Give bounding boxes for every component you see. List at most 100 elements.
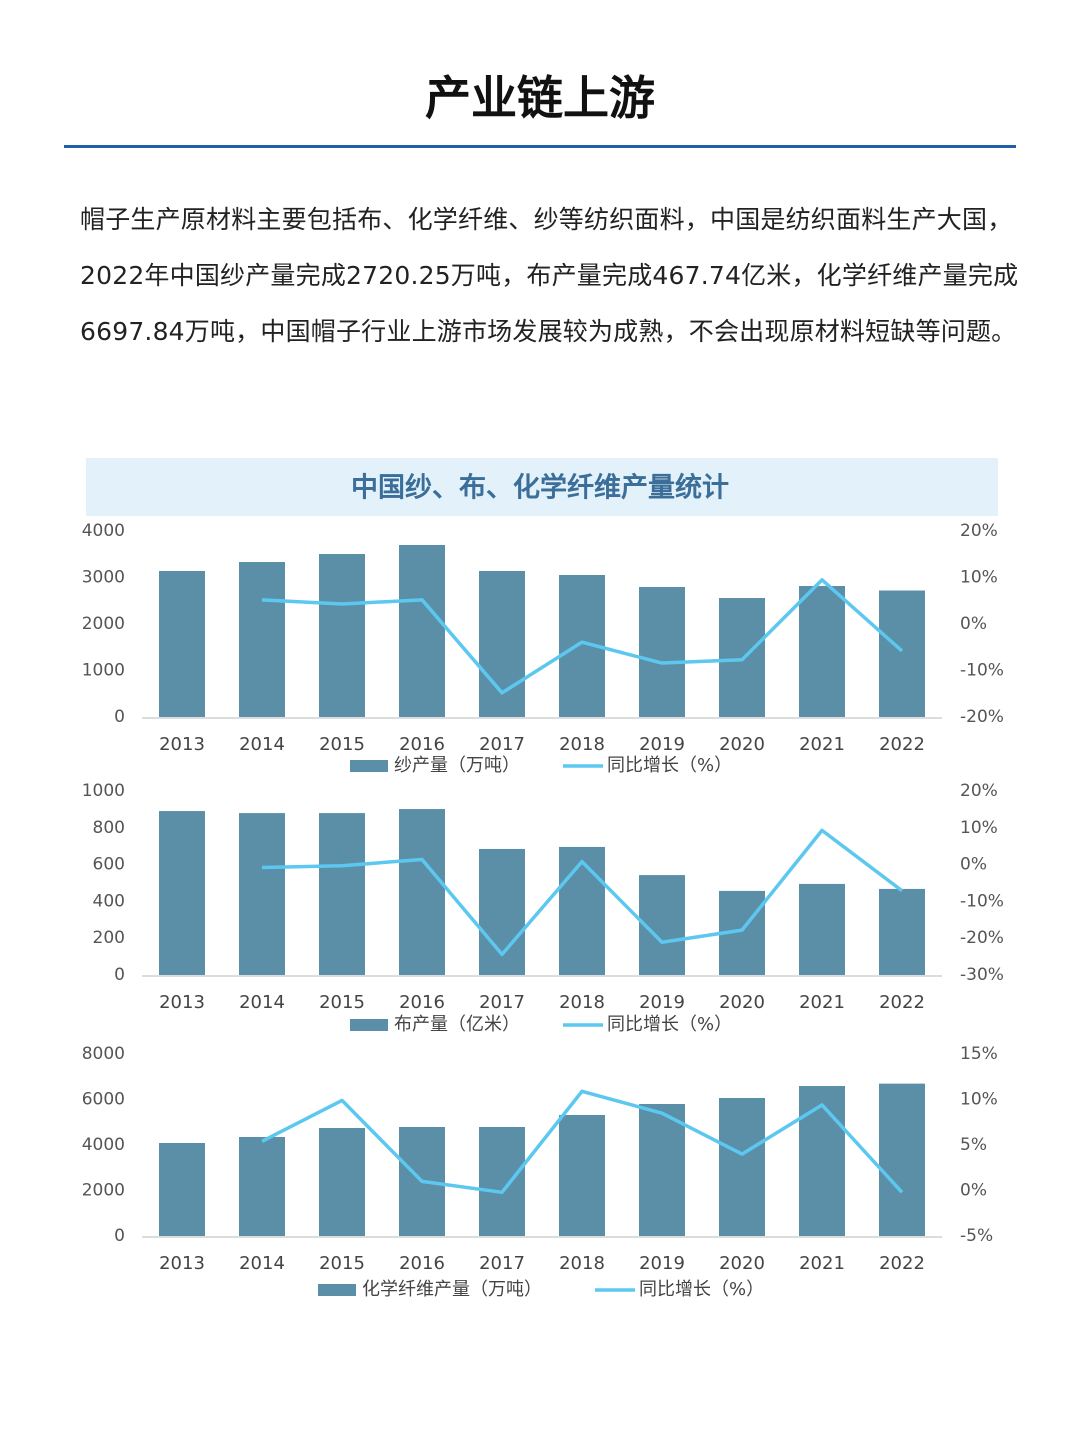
x-tick-label: 2015 — [319, 734, 365, 755]
y2-tick-label: -20% — [960, 928, 1004, 948]
bar — [719, 1097, 765, 1236]
x-tick-label: 2018 — [559, 992, 605, 1013]
bar — [639, 586, 685, 717]
x-tick-label: 2017 — [479, 1253, 525, 1274]
x-tick-label: 2022 — [879, 734, 925, 755]
y2-tick-label: -30% — [960, 965, 1004, 985]
x-tick-label: 2016 — [399, 734, 445, 755]
y-tick-label: 0 — [114, 965, 125, 985]
x-tick-label: 2021 — [799, 992, 845, 1013]
bar — [799, 586, 845, 717]
y2-tick-label: 0% — [960, 855, 987, 875]
legend-swatch — [350, 1019, 388, 1031]
figure-header — [86, 458, 998, 516]
bar — [239, 1136, 285, 1236]
x-tick-label: 2020 — [719, 734, 765, 755]
y2-tick-label: 15% — [960, 1044, 998, 1064]
x-tick-label: 2017 — [479, 992, 525, 1013]
legend-label: 同比增长（%） — [639, 1279, 764, 1300]
y2-tick-label: -20% — [960, 707, 1004, 727]
bar — [319, 813, 365, 975]
page-title: 产业链上游 — [425, 71, 655, 125]
bar — [559, 846, 605, 975]
bar — [239, 813, 285, 975]
y2-tick-label: 20% — [960, 781, 998, 801]
x-tick-label: 2013 — [159, 992, 205, 1013]
y2-tick-label: 5% — [960, 1135, 987, 1155]
x-tick-label: 2016 — [399, 992, 445, 1013]
figure-title: 中国纱、布、化学纤维产量统计 — [351, 472, 729, 504]
growth-line — [261, 578, 904, 695]
x-tick-label: 2015 — [319, 1253, 365, 1274]
x-tick-label: 2016 — [399, 1253, 445, 1274]
y2-tick-label: 10% — [960, 1090, 998, 1110]
bar — [399, 544, 445, 717]
bar — [319, 1128, 365, 1236]
legend-label: 同比增长（%） — [607, 755, 732, 776]
bar — [559, 1114, 605, 1236]
x-tick-label: 2018 — [559, 1253, 605, 1274]
x-tick-label: 2013 — [159, 734, 205, 755]
y2-tick-label: 10% — [960, 568, 998, 588]
bar — [159, 570, 205, 717]
y-tick-label: 0 — [114, 707, 125, 727]
y-tick-label: 200 — [93, 928, 125, 948]
y-tick-label: 400 — [93, 891, 125, 911]
y-tick-label: 600 — [93, 855, 125, 875]
y-tick-label: 1000 — [82, 781, 125, 801]
y-tick-label: 0 — [114, 1226, 125, 1246]
legend-label: 布产量（亿米） — [394, 1014, 520, 1035]
x-tick-label: 2017 — [479, 734, 525, 755]
bar — [879, 1083, 925, 1236]
x-tick-label: 2021 — [799, 734, 845, 755]
y-tick-label: 6000 — [82, 1090, 125, 1110]
y-tick-label: 2000 — [82, 1181, 125, 1201]
y-tick-label: 1000 — [82, 661, 125, 681]
x-tick-label: 2014 — [239, 992, 285, 1013]
paragraph: 帽子生产原材料主要包括布、化学纤维、纱等纺织面料，中国是纺织面料生产大国，202… — [80, 205, 1019, 346]
y2-tick-label: 10% — [960, 818, 998, 838]
bar — [239, 562, 285, 717]
x-tick-label: 2022 — [879, 1253, 925, 1274]
bar — [639, 1104, 685, 1236]
y2-tick-label: 20% — [960, 521, 998, 541]
x-tick-label: 2020 — [719, 1253, 765, 1274]
y2-tick-label: 0% — [960, 1181, 987, 1201]
x-tick-label: 2019 — [639, 992, 685, 1013]
bar — [479, 1127, 525, 1236]
y-tick-label: 2000 — [82, 614, 125, 634]
y2-tick-label: -10% — [960, 891, 1004, 911]
bar — [799, 883, 845, 975]
bar — [879, 590, 925, 717]
x-tick-label: 2014 — [239, 734, 285, 755]
bar — [479, 570, 525, 717]
x-tick-label: 2020 — [719, 992, 765, 1013]
x-tick-label: 2019 — [639, 734, 685, 755]
legend-label: 纱产量（万吨） — [394, 755, 520, 776]
y-tick-label: 4000 — [82, 1135, 125, 1155]
legend-label: 同比增长（%） — [607, 1014, 732, 1035]
bar — [879, 888, 925, 975]
legend-swatch — [318, 1284, 356, 1296]
x-tick-label: 2013 — [159, 1253, 205, 1274]
x-tick-label: 2015 — [319, 992, 365, 1013]
bar — [319, 554, 365, 717]
title-rule — [64, 145, 1016, 148]
bar — [159, 1142, 205, 1236]
x-tick-label: 2022 — [879, 992, 925, 1013]
x-tick-label: 2021 — [799, 1253, 845, 1274]
growth-line — [261, 828, 904, 957]
growth-line — [261, 1089, 904, 1195]
y-tick-label: 8000 — [82, 1044, 125, 1064]
legend-label: 化学纤维产量（万吨） — [362, 1279, 542, 1300]
y-tick-label: 4000 — [82, 521, 125, 541]
legend-swatch — [350, 760, 388, 772]
x-tick-label: 2014 — [239, 1253, 285, 1274]
x-tick-label: 2018 — [559, 734, 605, 755]
bar — [799, 1086, 845, 1236]
x-tick-label: 2019 — [639, 1253, 685, 1274]
y-tick-label: 800 — [93, 818, 125, 838]
y2-tick-label: 0% — [960, 614, 987, 634]
